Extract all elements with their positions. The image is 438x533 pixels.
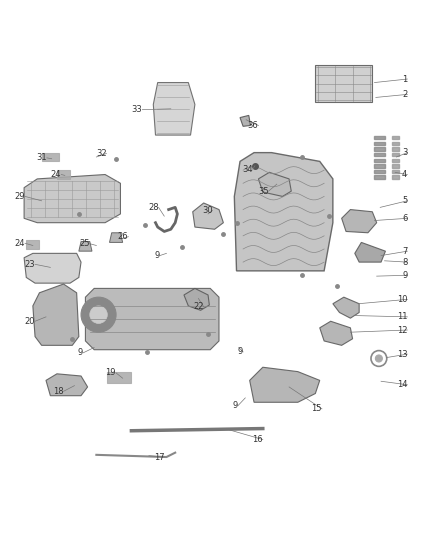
Text: 35: 35 <box>258 187 268 196</box>
Text: 24: 24 <box>14 239 25 248</box>
Text: 11: 11 <box>397 312 407 321</box>
Polygon shape <box>342 209 377 233</box>
Polygon shape <box>110 233 123 243</box>
Text: 29: 29 <box>14 192 25 201</box>
Text: 13: 13 <box>397 350 407 359</box>
Polygon shape <box>258 172 291 197</box>
Bar <box>392 136 399 140</box>
Bar <box>392 164 399 168</box>
Bar <box>374 136 385 140</box>
Polygon shape <box>184 288 209 310</box>
Polygon shape <box>355 243 385 262</box>
Text: 25: 25 <box>79 239 90 248</box>
Text: 33: 33 <box>131 105 142 114</box>
Text: 14: 14 <box>397 380 407 389</box>
Text: 22: 22 <box>193 302 204 311</box>
Text: 12: 12 <box>397 326 407 335</box>
Polygon shape <box>85 288 219 350</box>
Polygon shape <box>240 115 251 126</box>
Text: 31: 31 <box>36 154 47 163</box>
Polygon shape <box>33 284 79 345</box>
Polygon shape <box>24 174 120 223</box>
Bar <box>374 142 385 145</box>
Text: 19: 19 <box>106 368 116 377</box>
Text: 6: 6 <box>402 214 407 223</box>
Text: 2: 2 <box>402 90 407 99</box>
Text: 20: 20 <box>25 317 35 326</box>
Text: 24: 24 <box>51 170 61 179</box>
Polygon shape <box>153 83 195 135</box>
Circle shape <box>375 355 382 362</box>
Text: 32: 32 <box>96 149 106 158</box>
Text: 17: 17 <box>154 453 164 462</box>
Text: 15: 15 <box>311 405 322 414</box>
Text: 3: 3 <box>402 148 407 157</box>
Text: 36: 36 <box>247 121 258 130</box>
Text: 9: 9 <box>155 251 160 260</box>
Bar <box>57 170 70 179</box>
Polygon shape <box>193 203 223 229</box>
Polygon shape <box>24 253 81 283</box>
Text: 23: 23 <box>25 260 35 269</box>
Text: 9: 9 <box>402 271 407 280</box>
Polygon shape <box>315 65 372 102</box>
Circle shape <box>90 306 107 324</box>
Bar <box>392 153 399 156</box>
Text: 10: 10 <box>397 295 407 304</box>
Text: 30: 30 <box>202 206 212 215</box>
Bar <box>392 175 399 179</box>
Polygon shape <box>320 321 353 345</box>
Circle shape <box>81 297 116 332</box>
Bar <box>392 142 399 145</box>
Polygon shape <box>79 241 92 251</box>
Text: 7: 7 <box>402 247 407 256</box>
Text: 34: 34 <box>242 165 253 174</box>
Text: 9: 9 <box>233 401 238 410</box>
Text: 28: 28 <box>148 203 159 212</box>
Text: 18: 18 <box>53 387 64 396</box>
Polygon shape <box>234 152 333 271</box>
Text: 5: 5 <box>402 196 407 205</box>
Bar <box>392 170 399 173</box>
Bar <box>374 153 385 156</box>
Bar <box>374 164 385 168</box>
Text: 8: 8 <box>402 257 407 266</box>
Bar <box>374 175 385 179</box>
Polygon shape <box>333 297 359 318</box>
Bar <box>42 154 59 161</box>
Bar <box>392 147 399 151</box>
Text: 9: 9 <box>238 348 243 357</box>
Bar <box>374 147 385 151</box>
Text: 9: 9 <box>78 348 83 357</box>
Polygon shape <box>250 367 320 402</box>
Text: 1: 1 <box>402 75 407 84</box>
Bar <box>374 170 385 173</box>
Text: 16: 16 <box>252 435 263 444</box>
Polygon shape <box>46 374 88 395</box>
Bar <box>374 158 385 162</box>
Bar <box>26 240 39 249</box>
Text: 4: 4 <box>402 170 407 179</box>
Bar <box>107 372 131 383</box>
Bar <box>392 158 399 162</box>
Text: 26: 26 <box>118 232 128 241</box>
